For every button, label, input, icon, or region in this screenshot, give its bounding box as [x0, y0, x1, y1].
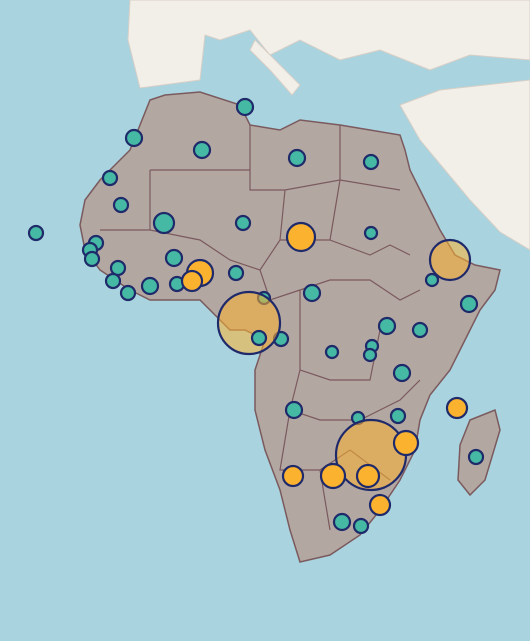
marker — [424, 272, 440, 288]
marker — [112, 196, 130, 214]
marker — [352, 517, 370, 535]
marker — [363, 225, 379, 241]
marker — [109, 259, 127, 277]
marker — [119, 284, 137, 302]
marker — [227, 264, 245, 282]
marker — [355, 463, 381, 489]
marker — [445, 396, 469, 420]
europe — [127, 0, 530, 89]
marker — [392, 429, 420, 457]
marker — [332, 512, 352, 532]
marker — [140, 276, 160, 296]
marker — [152, 211, 176, 235]
marker — [27, 224, 45, 242]
marker — [459, 294, 479, 314]
marker — [164, 248, 184, 268]
markers — [27, 97, 485, 535]
marker — [319, 462, 347, 490]
marker — [192, 140, 212, 160]
marker — [392, 363, 412, 383]
marker — [324, 344, 340, 360]
marker — [124, 128, 144, 148]
italy — [249, 39, 301, 96]
marker — [377, 316, 397, 336]
marker — [104, 272, 122, 290]
marker — [216, 290, 282, 356]
marker — [362, 153, 380, 171]
marker — [284, 400, 304, 420]
marker — [235, 97, 255, 117]
marker — [411, 321, 429, 339]
marker — [362, 347, 378, 363]
marker — [467, 448, 485, 466]
background-land — [127, 0, 530, 251]
marker — [287, 148, 307, 168]
marker — [428, 238, 472, 282]
marker — [389, 407, 407, 425]
marker — [101, 169, 119, 187]
marker — [250, 329, 268, 347]
middle-east — [399, 79, 530, 251]
marker — [368, 493, 392, 517]
marker — [302, 283, 322, 303]
marker — [281, 464, 305, 488]
marker — [234, 214, 252, 232]
marker — [285, 221, 317, 253]
marker — [83, 250, 101, 268]
marker — [180, 269, 204, 293]
